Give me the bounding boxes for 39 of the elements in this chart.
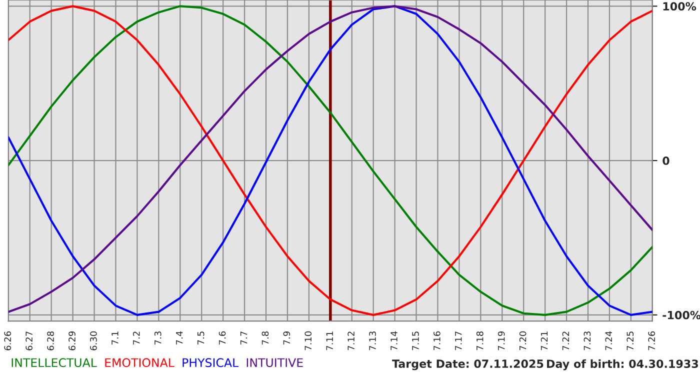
- x-tick-label: 7.16: [434, 331, 440, 350]
- text: EMOTIONAL: [105, 358, 174, 368]
- x-tick-label: 7.2: [132, 332, 140, 344]
- x-tick-label: 7.22: [562, 332, 570, 350]
- x-tick-label: 7.19: [498, 331, 505, 350]
- text: INTELLECTUAL: [12, 358, 97, 368]
- x-tick-label: 7.26: [648, 331, 656, 350]
- x-tick-label: 7.5: [198, 332, 204, 344]
- x-tick-label: 6.27: [26, 332, 32, 350]
- text: PHYSICAL: [182, 358, 239, 368]
- x-tick-label: 7.15: [412, 332, 419, 350]
- x-tick-label: 6.29: [68, 331, 76, 350]
- y-tick-label: 100%: [663, 2, 696, 11]
- x-tick-label: 7.7: [240, 332, 248, 344]
- x-tick-label: 7.18: [476, 331, 484, 350]
- x-tick-label: 7.8: [262, 331, 269, 344]
- x-tick-label: 7.20: [519, 331, 526, 350]
- text: Target Date: 07.11.2025: [392, 360, 544, 370]
- x-tick-label: 6.28: [47, 331, 54, 350]
- x-tick-label: 7.9: [283, 331, 290, 344]
- x-tick-label: 6.30: [90, 331, 97, 350]
- text: Day of birth: 04.30.1933: [547, 359, 698, 370]
- x-tick-label: 7.10: [304, 331, 312, 350]
- x-tick-label: 7.4: [176, 331, 183, 344]
- x-tick-label: 7.24: [605, 331, 612, 350]
- x-tick-label: 7.14: [390, 331, 398, 350]
- x-tick-label: 7.17: [455, 332, 462, 350]
- x-tick-label: 7.3: [154, 332, 162, 344]
- text: INTUITIVE: [246, 358, 303, 368]
- x-tick-label: 7.21: [540, 332, 548, 350]
- y-tick-label: 0: [662, 156, 670, 165]
- x-tick-label: 6.26: [4, 331, 12, 350]
- x-tick-label: 7.12: [348, 332, 354, 350]
- x-tick-label: 7.11: [326, 332, 333, 350]
- x-tick-label: 7.1: [112, 332, 118, 344]
- x-tick-label: 7.23: [584, 332, 591, 350]
- x-tick-label: 7.13: [369, 332, 376, 350]
- x-tick-label: 7.6: [218, 331, 226, 344]
- x-tick-label: 7.25: [626, 332, 634, 350]
